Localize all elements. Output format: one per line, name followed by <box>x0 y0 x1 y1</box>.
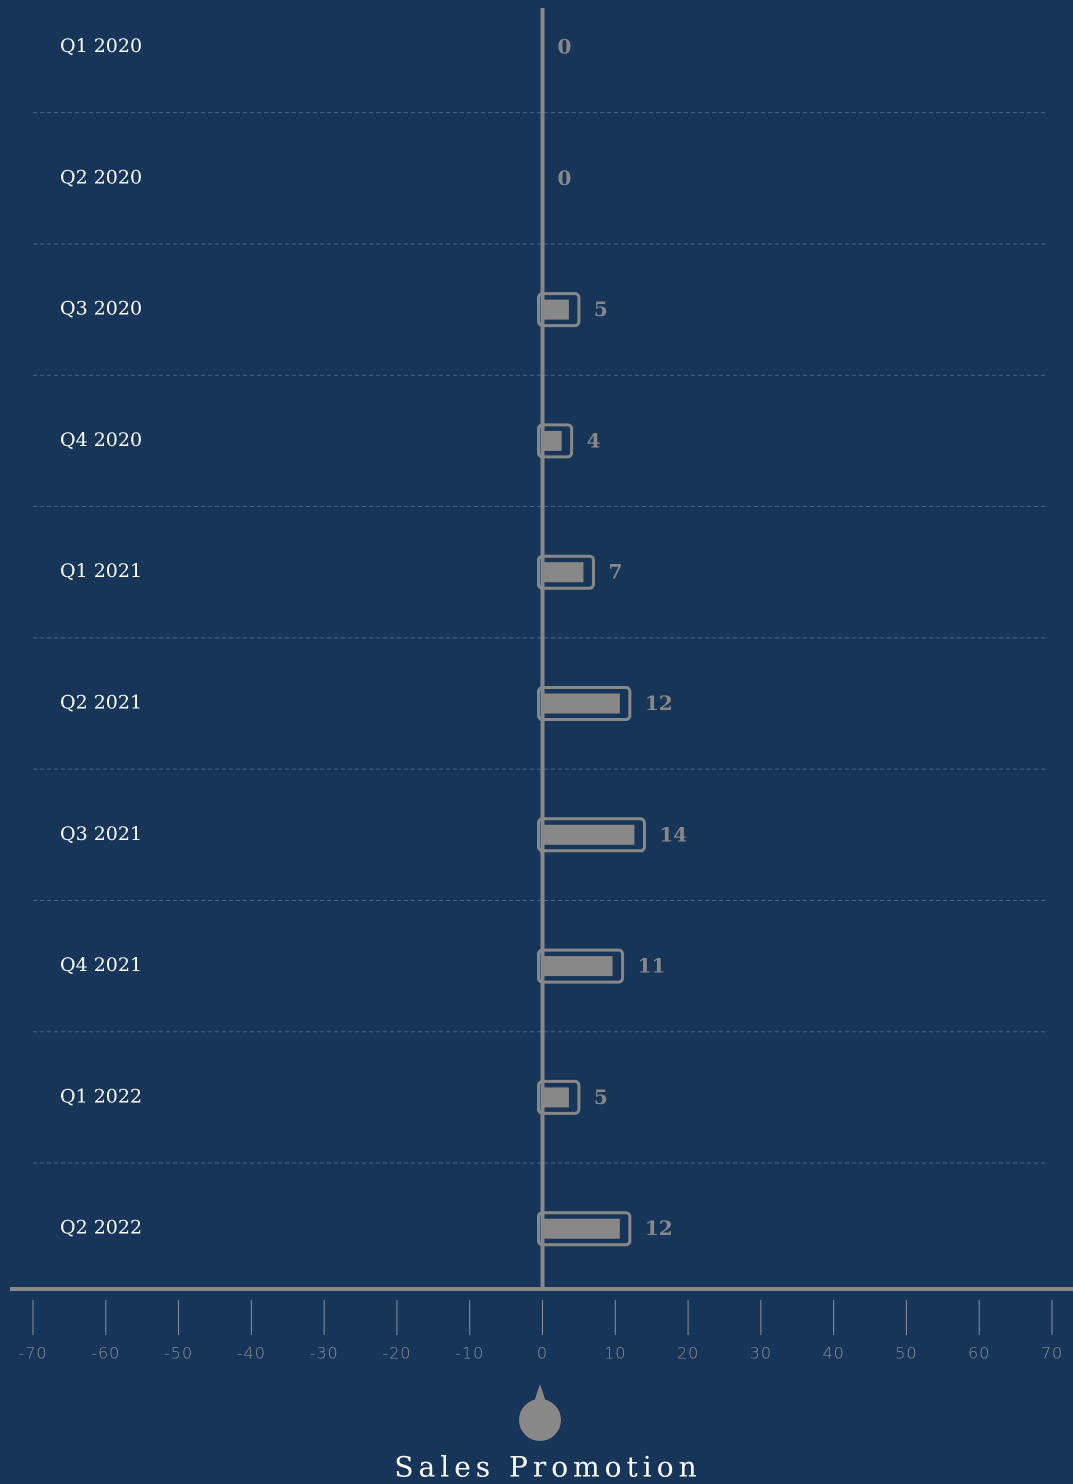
x-tick-label: -70 <box>18 1344 47 1363</box>
bar <box>542 430 562 451</box>
x-tick-label: 60 <box>968 1344 990 1363</box>
value-label: 12 <box>645 691 673 715</box>
y-tick-label: Q4 2021 <box>60 954 142 976</box>
bar <box>542 1218 620 1239</box>
x-tick-label: 20 <box>677 1344 699 1363</box>
bar-outline <box>537 554 595 590</box>
axis-marker-pointer <box>534 1384 546 1402</box>
x-tick-label: 40 <box>822 1344 844 1363</box>
bar-outline <box>537 1079 581 1115</box>
x-tick-label: 10 <box>604 1344 626 1363</box>
bar-outline <box>537 686 632 721</box>
bar <box>542 562 584 583</box>
value-label: 5 <box>594 1085 608 1109</box>
x-tick-label: 0 <box>537 1344 548 1363</box>
x-tick-label: -30 <box>310 1344 339 1363</box>
y-tick-label: Q1 2022 <box>60 1085 142 1107</box>
bar <box>542 956 613 977</box>
bar <box>542 693 620 714</box>
bar <box>542 299 569 320</box>
bar <box>542 1087 569 1108</box>
value-label: 5 <box>594 297 608 321</box>
value-label: 0 <box>558 35 572 59</box>
x-tick-label: 70 <box>1041 1344 1063 1363</box>
value-label: 0 <box>558 166 572 190</box>
y-tick-label: Q1 2020 <box>60 35 142 57</box>
x-tick-label: 30 <box>750 1344 772 1363</box>
x-tick-label: -20 <box>382 1344 411 1363</box>
bar-outline <box>537 1211 632 1247</box>
value-label: 12 <box>645 1216 673 1240</box>
x-tick-label: -50 <box>164 1344 193 1363</box>
axis-marker <box>519 1399 561 1441</box>
y-tick-label: Q2 2020 <box>60 166 142 188</box>
y-tick-label: Q2 2021 <box>60 692 142 714</box>
x-axis-label: Sales Promotion <box>394 1451 701 1484</box>
x-tick-label: -10 <box>455 1344 484 1363</box>
bar-outline <box>537 948 625 984</box>
y-tick-label: Q2 2022 <box>60 1217 142 1239</box>
y-tick-label: Q3 2021 <box>60 823 142 845</box>
value-label: 14 <box>659 822 687 846</box>
y-tick-label: Q3 2020 <box>60 298 142 320</box>
x-tick-label: 50 <box>895 1344 917 1363</box>
bar-outline <box>537 817 646 853</box>
bar-outline <box>537 292 581 328</box>
x-tick-label: -40 <box>237 1344 266 1363</box>
bar <box>542 824 635 845</box>
bar-outline <box>537 423 574 459</box>
x-tick-label: -60 <box>91 1344 120 1363</box>
value-label: 7 <box>608 560 622 584</box>
value-label: 11 <box>638 954 666 978</box>
y-tick-label: Q1 2021 <box>60 560 142 582</box>
y-tick-label: Q4 2020 <box>60 429 142 451</box>
value-label: 4 <box>587 428 601 452</box>
